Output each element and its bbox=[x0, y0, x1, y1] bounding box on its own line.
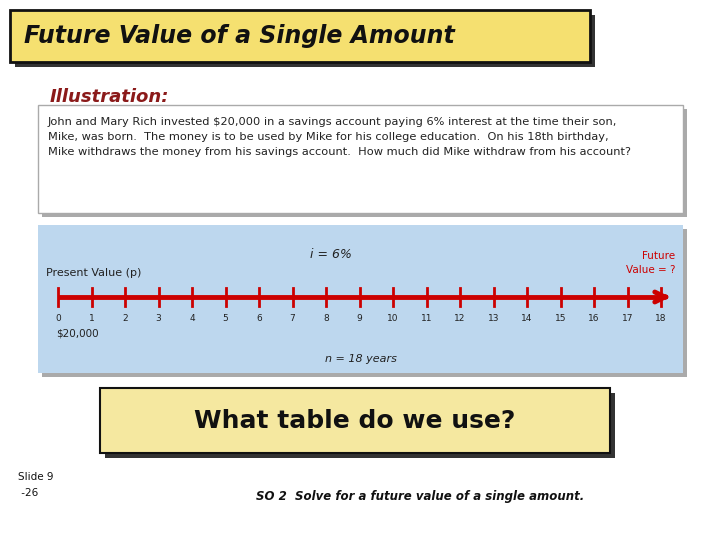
Text: 13: 13 bbox=[487, 314, 499, 323]
Text: n = 18 years: n = 18 years bbox=[325, 354, 397, 364]
Text: -26: -26 bbox=[18, 488, 38, 498]
Text: 16: 16 bbox=[588, 314, 600, 323]
Text: 15: 15 bbox=[554, 314, 566, 323]
Text: 17: 17 bbox=[622, 314, 634, 323]
Bar bbox=[38, 225, 683, 373]
Text: 10: 10 bbox=[387, 314, 399, 323]
Text: 11: 11 bbox=[420, 314, 432, 323]
Text: Illustration:: Illustration: bbox=[50, 88, 169, 106]
Text: i = 6%: i = 6% bbox=[310, 248, 351, 261]
Text: 3: 3 bbox=[156, 314, 161, 323]
Bar bbox=[42, 109, 687, 217]
Text: 6: 6 bbox=[256, 314, 262, 323]
Bar bbox=[105, 393, 615, 458]
Text: 1: 1 bbox=[89, 314, 94, 323]
Text: 0: 0 bbox=[55, 314, 61, 323]
Text: 12: 12 bbox=[454, 314, 466, 323]
Text: John and Mary Rich invested $20,000 in a savings account paying 6% interest at t: John and Mary Rich invested $20,000 in a… bbox=[48, 117, 631, 157]
Bar bbox=[100, 388, 610, 453]
Bar bbox=[42, 229, 687, 377]
Text: 5: 5 bbox=[222, 314, 228, 323]
Bar bbox=[10, 10, 590, 62]
Text: Future
Value = ?: Future Value = ? bbox=[626, 252, 675, 275]
Text: 9: 9 bbox=[356, 314, 362, 323]
Text: 4: 4 bbox=[189, 314, 195, 323]
Text: Present Value (p): Present Value (p) bbox=[46, 268, 141, 278]
Text: 18: 18 bbox=[655, 314, 667, 323]
Text: 7: 7 bbox=[289, 314, 295, 323]
Text: Slide 9: Slide 9 bbox=[18, 472, 53, 482]
Bar bbox=[15, 15, 595, 67]
Text: What table do we use?: What table do we use? bbox=[194, 408, 516, 433]
Bar bbox=[38, 105, 683, 213]
Text: Future Value of a Single Amount: Future Value of a Single Amount bbox=[24, 24, 455, 48]
Text: $20,000: $20,000 bbox=[56, 328, 99, 338]
Text: 14: 14 bbox=[521, 314, 533, 323]
Text: 8: 8 bbox=[323, 314, 329, 323]
Text: 2: 2 bbox=[122, 314, 128, 323]
Text: SO 2  Solve for a future value of a single amount.: SO 2 Solve for a future value of a singl… bbox=[256, 490, 584, 503]
